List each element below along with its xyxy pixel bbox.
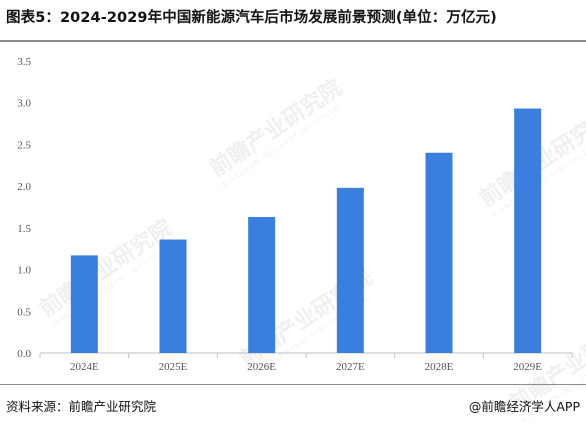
bar <box>336 187 364 353</box>
y-tick-label: 3.0 <box>17 98 31 110</box>
bar <box>248 217 276 353</box>
x-tick-label: 2025E <box>159 361 188 373</box>
chart-title: 图表5：2024-2029年中国新能源汽车后市场发展前景预测(单位：万亿元) <box>6 10 497 26</box>
x-tick-label: 2026E <box>247 361 276 373</box>
bar <box>425 152 453 353</box>
footer-divider <box>0 384 586 385</box>
y-tick-label: 1.5 <box>17 223 31 235</box>
x-tick-label: 2027E <box>336 361 365 373</box>
y-tick-label: 0.5 <box>17 306 31 318</box>
y-tick-label: 0.0 <box>17 348 31 360</box>
bar <box>159 239 187 353</box>
x-tick-label: 2024E <box>70 361 99 373</box>
x-tick-label: 2029E <box>513 361 542 373</box>
y-tick-label: 2.0 <box>17 181 31 193</box>
bar <box>514 108 542 353</box>
credit-note: @前瞻经济学人APP <box>468 399 580 414</box>
y-tick-label: 3.5 <box>17 56 31 68</box>
bar <box>70 255 98 353</box>
source-note: 资料来源：前瞻产业研究院 <box>6 399 157 414</box>
y-tick-label: 2.5 <box>17 139 31 151</box>
y-tick-label: 1.0 <box>17 265 31 277</box>
title-divider <box>0 40 586 42</box>
x-tick-label: 2028E <box>425 361 454 373</box>
